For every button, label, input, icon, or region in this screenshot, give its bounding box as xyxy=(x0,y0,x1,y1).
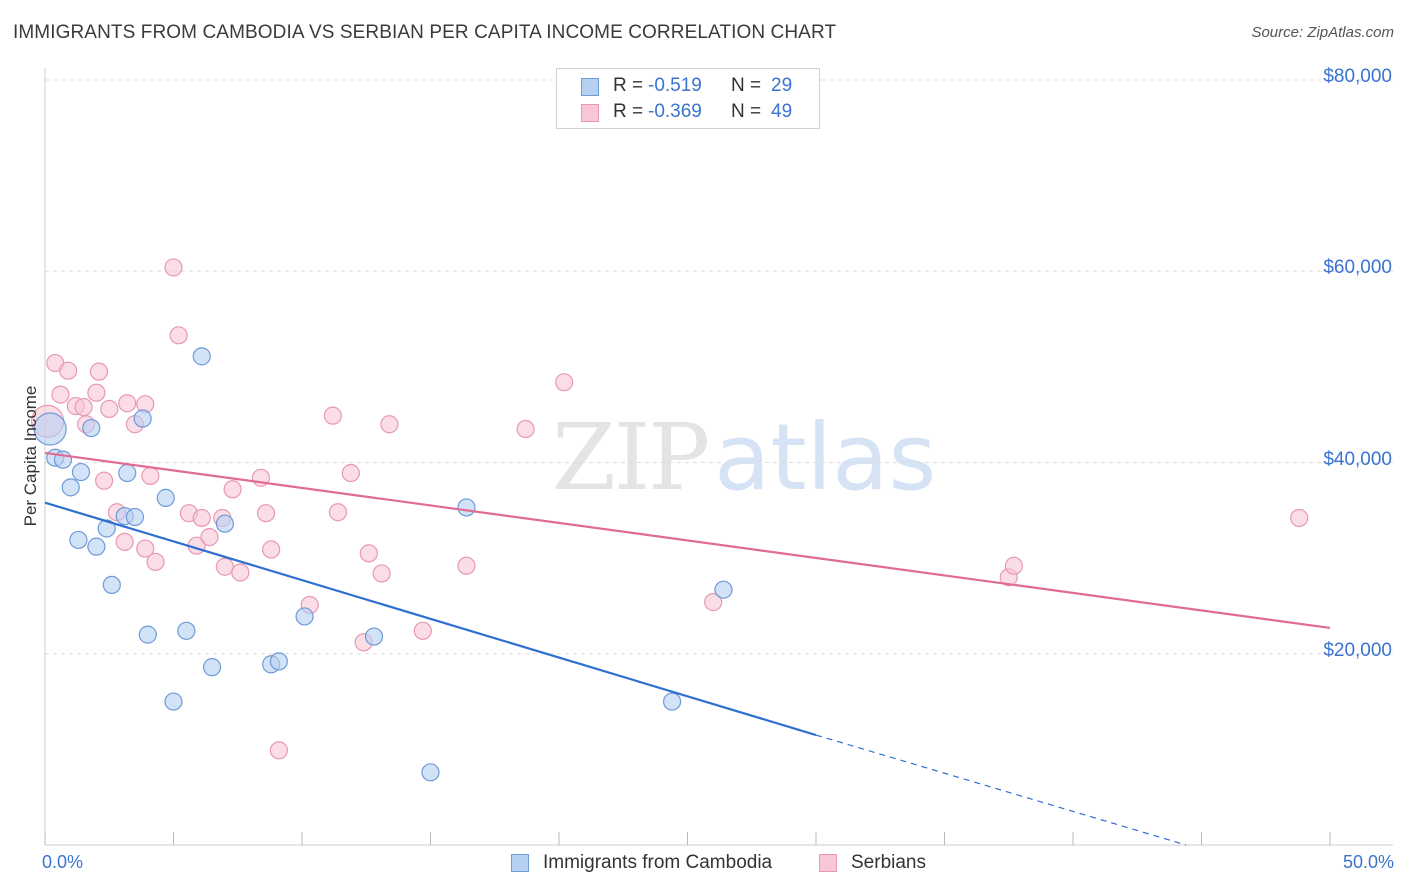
data-point-cambodia xyxy=(61,478,80,497)
legend-n-value: 49 xyxy=(771,101,793,122)
data-point-cambodia xyxy=(202,658,222,677)
bottom-legend-swatch-serbian xyxy=(819,854,837,872)
data-point-serbian xyxy=(1290,508,1309,528)
bottom-legend-swatch-cambodia xyxy=(511,854,529,872)
data-point-serbian xyxy=(192,508,211,528)
data-point-serbian xyxy=(704,593,723,612)
data-point-serbian xyxy=(200,527,219,547)
watermark-atlas: atlas xyxy=(714,404,937,511)
watermark: ZIPatlas xyxy=(552,404,937,511)
x-tick-label-max: 50.0% xyxy=(1342,852,1394,872)
y-axis-label: Per Capita Income xyxy=(21,385,40,527)
data-point-serbian xyxy=(215,557,234,576)
data-point-cambodia xyxy=(192,347,211,366)
data-point-serbian xyxy=(136,539,155,558)
y-tick-label: $40,000 xyxy=(1323,448,1392,470)
data-point-serbian xyxy=(89,362,109,381)
data-point-serbian xyxy=(341,463,360,483)
data-point-serbian xyxy=(516,419,535,439)
data-point-serbian xyxy=(328,503,348,522)
data-point-cambodia xyxy=(177,621,196,640)
data-point-serbian xyxy=(146,552,165,572)
data-point-serbian xyxy=(118,394,137,413)
trend-line-extension-cambodia xyxy=(815,734,1187,846)
bottom-legend-label-serbian: Serbians xyxy=(851,852,926,873)
legend-n-label: N = xyxy=(731,101,762,122)
data-point-serbian xyxy=(1004,556,1023,575)
data-point-cambodia xyxy=(118,463,137,483)
data-point-cambodia xyxy=(269,652,288,671)
legend-r-value: -0.369 xyxy=(648,101,702,122)
data-point-cambodia xyxy=(714,580,733,599)
data-point-serbian xyxy=(164,258,183,277)
data-point-serbian xyxy=(555,373,574,392)
legend-swatch-serbian xyxy=(581,104,599,122)
data-point-serbian xyxy=(269,741,288,760)
data-point-serbian xyxy=(262,540,281,559)
correlation-legend: R = -0.519 N = 29 R = -0.369 N = 49 xyxy=(556,68,820,129)
watermark-zip: ZIP xyxy=(552,404,710,511)
data-point-serbian xyxy=(256,504,276,523)
data-point-cambodia xyxy=(69,530,88,550)
data-point-serbian xyxy=(323,406,342,425)
data-point-cambodia xyxy=(156,488,175,507)
axes xyxy=(44,68,1393,846)
data-point-cambodia xyxy=(71,462,91,482)
data-point-serbian xyxy=(359,544,378,563)
legend-n-value: 29 xyxy=(771,75,793,96)
y-tick-label: $20,000 xyxy=(1323,639,1392,661)
trend-line-cambodia xyxy=(44,501,817,737)
data-point-cambodia xyxy=(421,763,440,782)
chart-title: IMMIGRANTS FROM CAMBODIA VS SERBIAN PER … xyxy=(13,22,837,43)
x-tick-label-min: 0.0% xyxy=(42,852,84,872)
data-point-cambodia xyxy=(97,519,116,538)
bottom-legend-label-cambodia: Immigrants from Cambodia xyxy=(543,852,773,873)
data-point-cambodia xyxy=(364,627,384,646)
legend-r-value: -0.519 xyxy=(648,75,702,96)
data-point-cambodia xyxy=(164,692,183,711)
data-point-cambodia xyxy=(133,409,152,428)
data-point-cambodia xyxy=(102,575,121,595)
data-point-cambodia xyxy=(87,537,106,556)
data-point-cambodia xyxy=(662,692,682,711)
data-point-serbian xyxy=(51,385,70,404)
data-point-cambodia xyxy=(215,514,234,533)
y-tick-label: $80,000 xyxy=(1323,66,1392,87)
data-point-cambodia xyxy=(125,507,145,527)
data-point-serbian xyxy=(380,415,399,434)
legend-n-label: N = xyxy=(731,75,762,96)
data-point-cambodia xyxy=(138,625,157,644)
legend-r-label: R = xyxy=(613,75,644,96)
data-point-serbian xyxy=(413,621,432,640)
data-point-serbian xyxy=(74,397,93,417)
data-point-cambodia xyxy=(82,418,101,438)
data-point-serbian xyxy=(372,564,391,583)
y-tick-label: $60,000 xyxy=(1323,257,1392,279)
data-point-serbian xyxy=(95,471,114,490)
legend-r-label: R = xyxy=(613,101,644,122)
data-point-serbian xyxy=(115,532,134,551)
data-point-cambodia xyxy=(295,607,314,626)
data-point-serbian xyxy=(59,361,78,380)
trend-line-serbian xyxy=(44,451,1331,630)
data-point-serbian xyxy=(100,399,119,419)
data-point-serbian xyxy=(87,383,106,402)
data-point-serbian xyxy=(223,480,242,499)
data-point-cambodia xyxy=(33,412,67,446)
source-credit: Source: ZipAtlas.com xyxy=(1251,24,1394,41)
legend-swatch-cambodia xyxy=(581,78,599,96)
data-point-serbian xyxy=(457,556,476,575)
data-point-serbian xyxy=(231,563,250,582)
data-point-serbian xyxy=(141,466,160,485)
trend-lines xyxy=(44,451,1331,846)
data-point-cambodia xyxy=(457,498,476,517)
data-point-serbian xyxy=(169,326,188,345)
data-points xyxy=(30,258,1309,782)
